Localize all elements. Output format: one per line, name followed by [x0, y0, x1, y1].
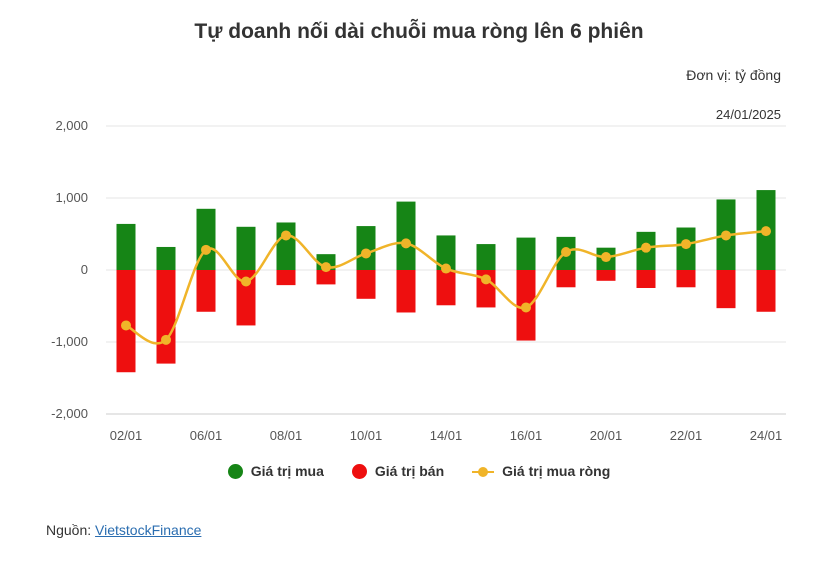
legend-item-sell[interactable]: Giá trị bán	[351, 463, 445, 479]
net-point	[521, 302, 531, 313]
legend-item-net[interactable]: Giá trị mua ròng	[472, 463, 610, 479]
sell-bar	[436, 270, 456, 306]
net-point	[321, 262, 331, 273]
net-point	[361, 248, 371, 259]
sell-bar	[396, 270, 416, 313]
net-point	[161, 334, 171, 345]
sell-bar	[356, 270, 376, 299]
y-tick-label: 0	[81, 262, 88, 277]
x-tick-label: 06/01	[190, 428, 223, 443]
buy-bar	[396, 201, 416, 270]
bars	[116, 190, 776, 373]
y-tick-label: 1,000	[55, 190, 88, 205]
legend-label-net: Giá trị mua ròng	[502, 463, 611, 479]
legend-label-sell: Giá trị bán	[374, 463, 445, 479]
x-tick-label: 02/01	[110, 428, 143, 443]
source-note: Nguồn: VietstockFinance	[46, 522, 201, 538]
buy-marker-icon	[227, 463, 243, 479]
sell-bar	[236, 270, 256, 326]
buy-bar	[236, 226, 256, 270]
buy-bar	[516, 237, 536, 270]
net-line	[121, 226, 771, 345]
sell-bar	[316, 270, 336, 285]
source-prefix: Nguồn:	[46, 522, 96, 538]
net-point	[561, 247, 571, 257]
sell-bar	[596, 270, 616, 281]
source-link[interactable]: VietstockFinance	[95, 522, 202, 538]
net-point	[121, 320, 131, 331]
x-tick-label: 20/01	[590, 428, 623, 443]
buy-bar	[476, 244, 496, 270]
sell-bar	[756, 270, 776, 312]
net-point	[281, 230, 291, 241]
sell-bar	[156, 270, 176, 364]
net-point	[441, 263, 451, 274]
sell-bar	[556, 270, 576, 288]
sell-bar	[676, 270, 696, 288]
x-tick-label: 16/01	[510, 428, 543, 443]
buy-bar	[156, 246, 176, 270]
y-tick-label: -2,000	[51, 406, 88, 421]
net-point	[681, 239, 691, 250]
chart-title: Tự doanh nối dài chuỗi mua ròng lên 6 ph…	[194, 20, 644, 43]
x-tick-label: 10/01	[350, 428, 383, 443]
sell-bar	[276, 270, 296, 286]
net-point	[601, 252, 611, 263]
x-tick-label: 24/01	[750, 428, 783, 443]
legend: Giá trị mua Giá trị bán Giá trị mua ròng	[0, 463, 838, 479]
net-point	[401, 238, 411, 249]
sell-marker-icon	[351, 463, 367, 479]
net-point	[481, 274, 491, 285]
y-tick-label: 2,000	[55, 118, 88, 133]
net-line-path	[125, 229, 767, 345]
x-axis-ticks: 02/01 06/01 08/01 10/01 14/01 16/01 20/01 22/01…	[110, 428, 783, 443]
date-label: 24/01/2025	[715, 107, 781, 122]
x-tick-label: 14/01	[430, 428, 463, 443]
sell-bar	[716, 270, 736, 309]
buy-bar	[116, 223, 136, 270]
net-point	[761, 226, 771, 237]
sell-bar	[636, 270, 656, 288]
sell-bar	[196, 270, 216, 312]
net-point	[201, 244, 211, 255]
net-point	[721, 230, 731, 241]
legend-label-buy: Giá trị mua	[250, 463, 324, 479]
buy-bar	[356, 226, 376, 270]
x-tick-label: 08/01	[270, 428, 303, 443]
net-point	[641, 242, 651, 253]
x-tick-label: 22/01	[670, 428, 703, 443]
unit-label: Đơn vị: tỷ đồng	[686, 67, 781, 83]
y-axis-ticks: -2,000 -1,000 0 1,000 2,000	[51, 118, 88, 421]
y-tick-label: -1,000	[51, 334, 88, 349]
buy-bar	[436, 235, 456, 270]
legend-item-buy[interactable]: Giá trị mua	[227, 463, 324, 479]
buy-bar	[276, 222, 296, 270]
net-line-marker-icon	[472, 464, 495, 479]
net-point	[241, 276, 251, 287]
